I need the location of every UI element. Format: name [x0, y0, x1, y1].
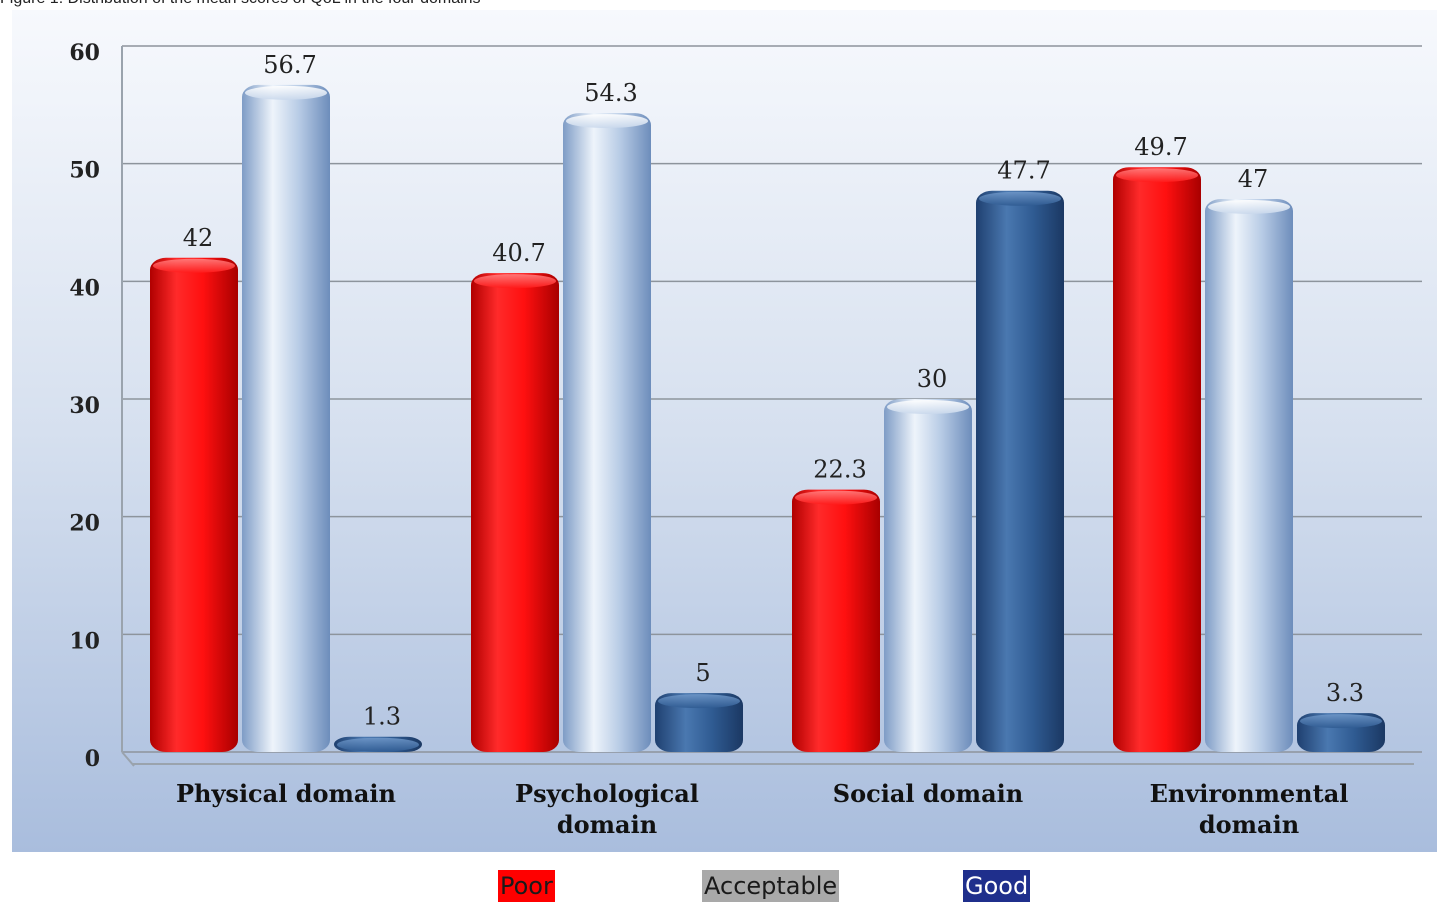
bar-poor [471, 273, 559, 752]
x-category-label: Physical domain [176, 779, 396, 808]
bar-chart: 0 10 20 30 40 50 60 42 56.7 1.3 40.7 54.3 5 22.3 30 47… [12, 10, 1437, 852]
data-label-poor: 22.3 [813, 456, 866, 484]
data-label-good: 3.3 [1326, 679, 1364, 707]
x-category-label: Psychological domain [515, 779, 699, 839]
y-tick-label: 10 [69, 628, 100, 654]
data-label-good: 47.7 [997, 157, 1050, 185]
data-label-poor: 40.7 [492, 239, 545, 267]
bar-good [976, 190, 1064, 753]
y-tick-label: 30 [69, 393, 100, 419]
floor-edge [121, 751, 135, 767]
y-tick-label: 0 [85, 746, 100, 772]
x-category-label: Environmental domain [1150, 779, 1349, 839]
x-category-line: Environmental [1150, 779, 1349, 808]
bar-cap-poor [474, 274, 556, 289]
bar-cap-good [337, 737, 419, 752]
grid-lines [121, 45, 1422, 767]
y-tick-label: 50 [69, 158, 100, 184]
bar-cap-acceptable [887, 400, 969, 414]
data-labels: 42 56.7 1.3 40.7 54.3 5 22.3 30 47.7 49.7 47 3.3 [183, 51, 1364, 731]
y-tick-label: 60 [69, 40, 100, 66]
y-tick-label: 20 [69, 511, 100, 537]
x-axis: Physical domain Psychological domainSocial… [176, 779, 1348, 839]
bar-cap-good [1300, 714, 1382, 729]
bar-cap-acceptable [1208, 199, 1290, 214]
bars [150, 84, 1385, 753]
x-category-line: domain [1199, 810, 1299, 839]
bar-poor [1113, 167, 1201, 753]
bar-acceptable [1205, 198, 1293, 752]
bar-acceptable [242, 84, 330, 752]
bar-poor [150, 257, 238, 752]
x-category-label: Social domain [833, 779, 1023, 808]
bar-cap-good [658, 694, 740, 709]
figure-caption: Figure 1: Distribution of the mean score… [0, 0, 481, 8]
bar-cap-poor [795, 490, 877, 505]
x-category-line: domain [557, 810, 657, 839]
legend-item-acceptable: Acceptable [702, 870, 840, 902]
x-category-line: Psychological [515, 779, 699, 808]
y-tick-label: 40 [69, 275, 100, 301]
legend-item-good: Good [963, 870, 1031, 902]
x-category-line: Social domain [833, 779, 1023, 808]
bar-cap-good [979, 191, 1061, 206]
data-label-good: 1.3 [363, 703, 401, 731]
data-label-acceptable: 47 [1238, 165, 1269, 193]
bar-poor [792, 489, 880, 752]
bar-cap-poor [1116, 168, 1198, 183]
bar-cap-acceptable [245, 85, 327, 100]
bar-cap-poor [153, 258, 235, 273]
data-label-acceptable: 54.3 [584, 79, 637, 107]
data-label-acceptable: 56.7 [263, 51, 316, 79]
data-label-poor: 42 [183, 224, 214, 252]
bar-acceptable [563, 113, 651, 752]
bar-good [655, 693, 743, 752]
bar-cap-acceptable [566, 114, 648, 129]
x-category-line: Physical domain [176, 779, 396, 808]
data-label-good: 5 [695, 659, 710, 687]
data-label-poor: 49.7 [1134, 133, 1187, 161]
bar-acceptable [884, 399, 972, 752]
data-label-acceptable: 30 [917, 365, 948, 393]
y-axis: 0 10 20 30 40 50 60 [69, 40, 123, 772]
legend-item-poor: Poor [498, 870, 555, 902]
